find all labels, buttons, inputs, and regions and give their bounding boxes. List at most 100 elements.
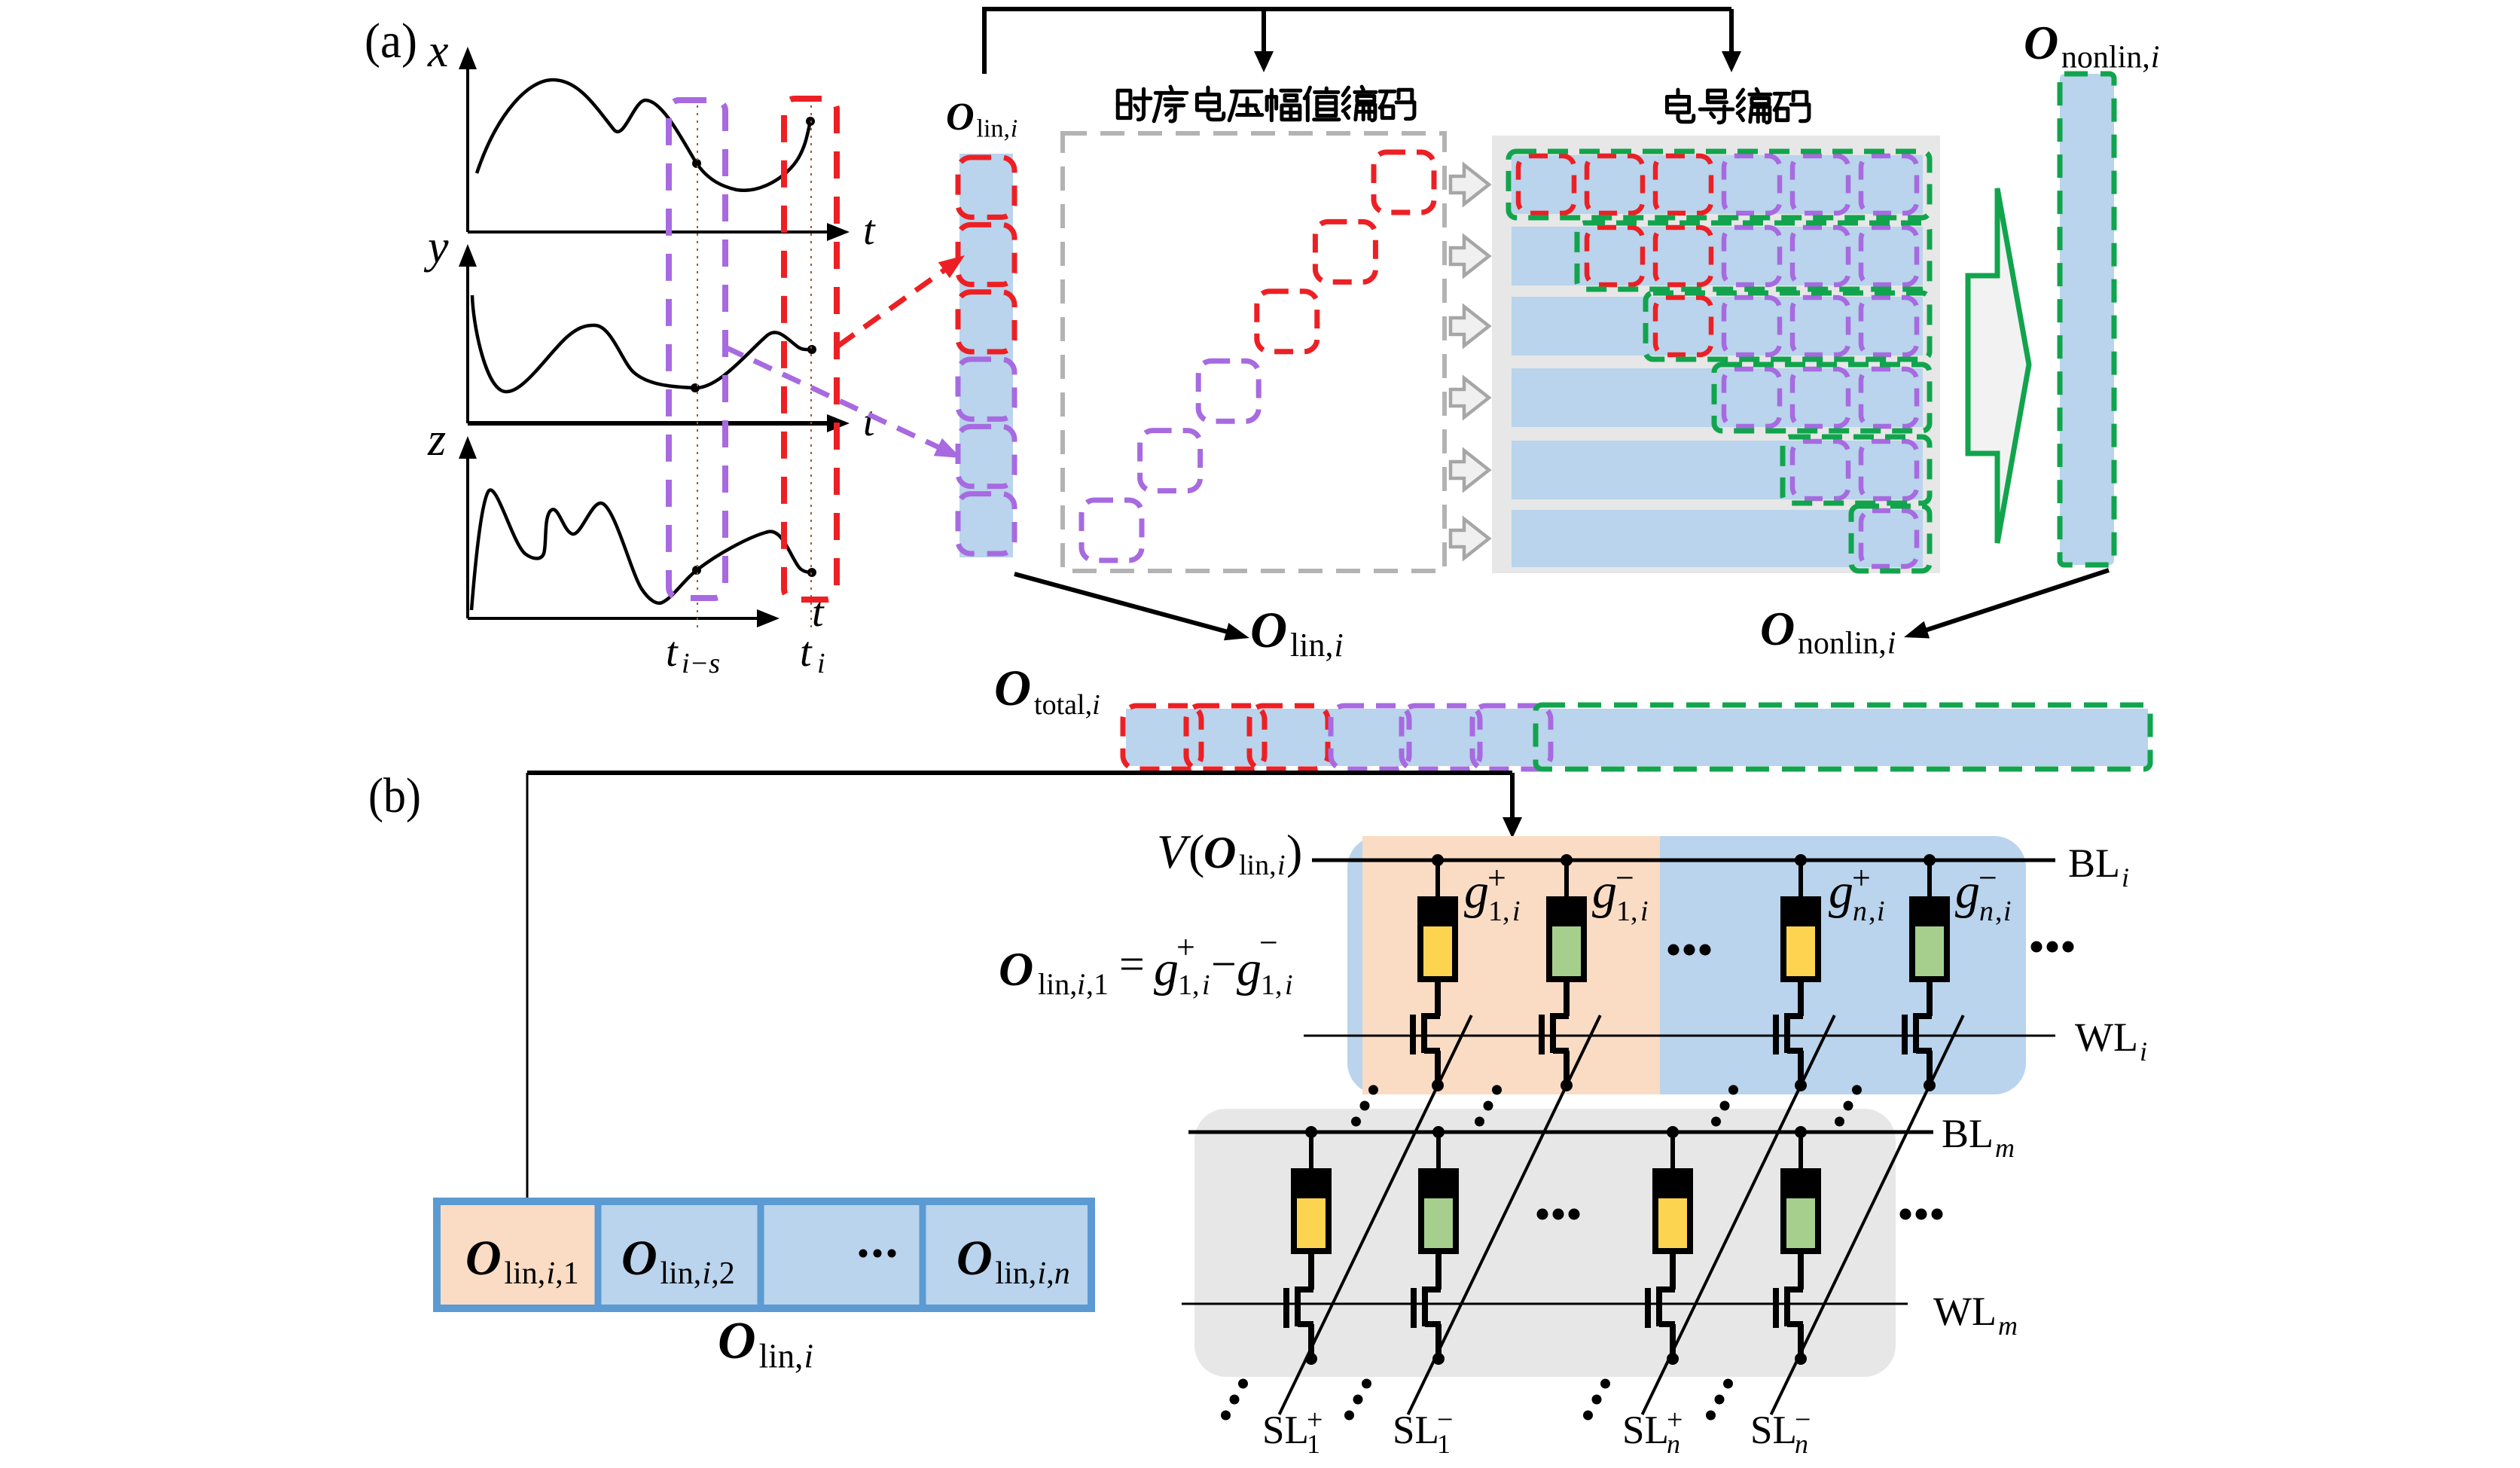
svg-text:−: − [1259, 924, 1278, 961]
svg-text:SL: SL [1262, 1408, 1309, 1452]
svg-text:i: i [1512, 896, 1521, 927]
svg-text:(b): (b) [368, 768, 421, 823]
svg-text:+: + [1667, 1404, 1683, 1436]
svg-text:i−s: i−s [682, 648, 720, 679]
svg-text:O: O [956, 1231, 993, 1286]
svg-text:O: O [621, 1231, 657, 1286]
svg-text:O: O [718, 1312, 756, 1370]
svg-text:+: + [1852, 859, 1871, 896]
svg-text:O: O [999, 942, 1033, 996]
svg-text:lin,: lin, [504, 1256, 545, 1291]
svg-text:i: i [1877, 896, 1885, 927]
svg-text:g: g [1955, 864, 1980, 919]
svg-text:g: g [1237, 942, 1262, 996]
svg-text:n: n [1979, 896, 1994, 927]
svg-text:O: O [1760, 602, 1795, 655]
svg-text:WL: WL [1933, 1289, 1997, 1334]
svg-text:i: i [2151, 41, 2160, 75]
svg-text:i: i [546, 1256, 555, 1291]
svg-text:O: O [1204, 828, 1236, 877]
svg-text:x: x [427, 26, 449, 77]
svg-text:i: i [1640, 896, 1649, 927]
svg-text:n: n [1054, 1256, 1070, 1291]
svg-text:g: g [1464, 864, 1489, 919]
svg-text:lin,: lin, [1038, 967, 1077, 1001]
svg-text:−: − [1615, 859, 1634, 896]
svg-text:,2: ,2 [711, 1256, 735, 1291]
svg-text:+: + [1307, 1404, 1323, 1436]
svg-text:m: m [1998, 1311, 2018, 1341]
svg-text:O: O [946, 96, 975, 139]
svg-text:+: + [1487, 859, 1506, 896]
svg-text:t: t [666, 629, 679, 676]
svg-text:+: + [1176, 929, 1195, 966]
svg-text:,1: ,1 [555, 1256, 579, 1291]
svg-text:n: n [1853, 896, 1867, 927]
svg-text:total,: total, [1034, 689, 1092, 721]
svg-text:y: y [423, 221, 449, 273]
svg-text:g: g [1592, 864, 1617, 919]
svg-text:): ) [1286, 825, 1302, 878]
svg-text:i: i [2003, 896, 2012, 927]
svg-text:SL: SL [1393, 1408, 1439, 1452]
svg-text:1,: 1, [1488, 896, 1510, 927]
svg-text:t: t [863, 398, 876, 445]
svg-text:1: 1 [1307, 1429, 1320, 1459]
svg-text:i: i [1011, 114, 1017, 142]
svg-text:,: , [1046, 1256, 1054, 1291]
svg-text:i: i [817, 648, 825, 679]
svg-text:−: − [1211, 939, 1237, 989]
svg-text:n: n [1795, 1429, 1808, 1459]
svg-text:i: i [702, 1256, 711, 1291]
svg-text:BL: BL [1942, 1111, 1994, 1156]
svg-text:t: t [863, 207, 876, 254]
svg-text:1,: 1, [1616, 896, 1638, 927]
svg-text:nonlin,: nonlin, [1798, 627, 1887, 661]
svg-text:−: − [1978, 859, 1997, 896]
svg-text:(: ( [1188, 825, 1204, 878]
svg-text:lin,: lin, [1290, 627, 1333, 664]
svg-text:i: i [1277, 850, 1286, 881]
svg-text:O: O [1250, 601, 1287, 658]
svg-text:SL: SL [1622, 1408, 1669, 1452]
svg-text:WL: WL [2075, 1015, 2138, 1060]
svg-text:1: 1 [1437, 1429, 1451, 1459]
svg-text:i: i [1092, 689, 1100, 721]
svg-text:,: , [1869, 896, 1876, 927]
svg-text:i: i [1202, 969, 1210, 1001]
svg-text:1,: 1, [1178, 969, 1200, 1001]
svg-text:t: t [812, 589, 825, 636]
svg-text:g: g [1154, 942, 1179, 996]
svg-text:,1: ,1 [1086, 967, 1109, 1001]
svg-text:lin,: lin, [759, 1338, 804, 1375]
svg-text:g: g [1829, 864, 1853, 919]
svg-text:BL: BL [2068, 841, 2120, 886]
svg-text:1,: 1, [1261, 969, 1283, 1001]
svg-text:V: V [1157, 825, 1191, 878]
svg-text:i: i [1077, 967, 1085, 1001]
svg-text:i: i [1887, 627, 1896, 661]
svg-text:SL: SL [1750, 1408, 1797, 1452]
svg-text:nonlin,: nonlin, [2061, 41, 2150, 75]
svg-text:i: i [1335, 627, 1344, 664]
svg-text:i: i [2140, 1036, 2147, 1067]
svg-text:O: O [994, 659, 1031, 716]
svg-text:i: i [1285, 969, 1293, 1001]
svg-text:,: , [1995, 896, 2003, 927]
svg-text:i: i [2122, 862, 2129, 893]
svg-text:lin,: lin, [977, 114, 1010, 142]
svg-text:=: = [1119, 939, 1145, 989]
svg-text:i: i [1037, 1256, 1046, 1291]
svg-text:(a): (a) [365, 14, 417, 69]
svg-text:t: t [800, 629, 813, 676]
svg-text:n: n [1667, 1429, 1680, 1459]
svg-text:O: O [2024, 16, 2058, 69]
svg-text:−: − [1795, 1404, 1811, 1436]
svg-text:O: O [465, 1231, 502, 1286]
svg-text:lin,: lin, [995, 1256, 1036, 1291]
svg-text:lin,: lin, [660, 1256, 701, 1291]
svg-text:i: i [804, 1338, 813, 1375]
svg-text:z: z [427, 414, 446, 465]
svg-text:m: m [1995, 1133, 2015, 1163]
svg-text:lin,: lin, [1239, 850, 1277, 881]
